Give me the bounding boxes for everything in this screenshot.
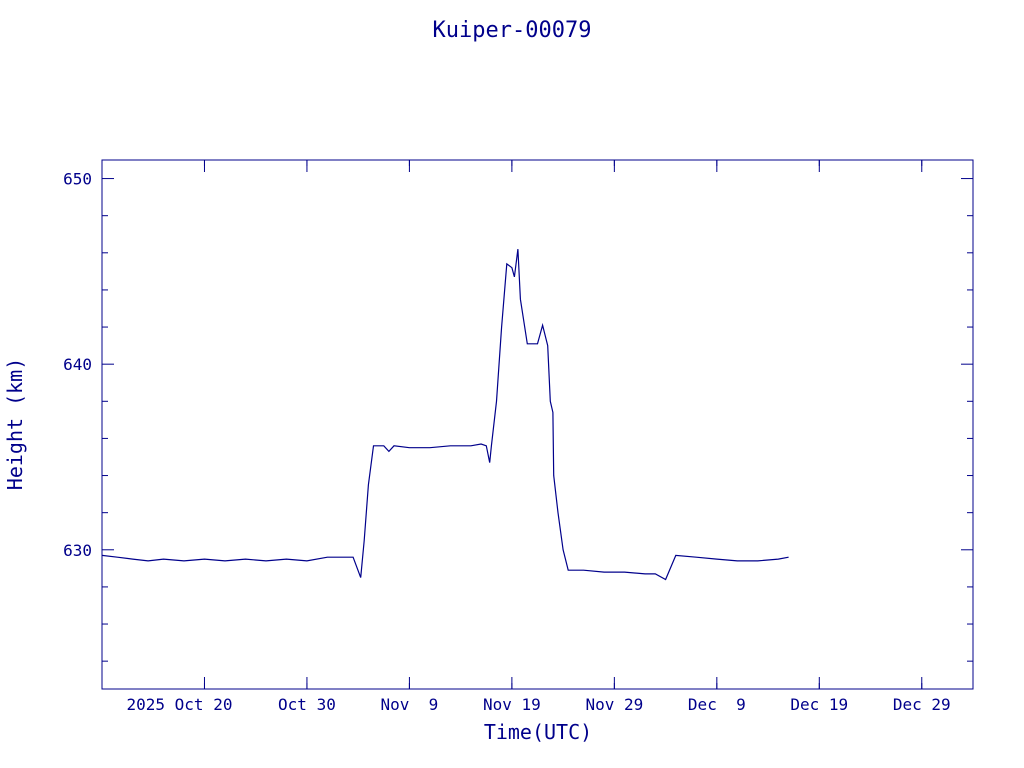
axis-ticks	[102, 160, 973, 689]
x-tick-label: Dec 9	[688, 695, 746, 714]
plot-frame	[101, 159, 974, 690]
x-tick-labels: 2025 Oct 20 Oct 30 Nov 9 Nov 19 Nov 29 Dec 9 D…	[127, 695, 951, 714]
x-tick-label: Dec 19	[790, 695, 848, 714]
y-tick-label: 650	[63, 170, 92, 189]
y-axis-label: Height (km)	[3, 358, 27, 490]
series-line	[101, 249, 789, 581]
x-tick-label: Oct 30	[278, 695, 336, 714]
x-tick-label: Nov 9	[381, 695, 439, 714]
x-tick-label: Nov 29	[585, 695, 643, 714]
x-tick-label: Nov 19	[483, 695, 541, 714]
x-tick-label: 2025 Oct 20	[127, 695, 233, 714]
chart-title: Kuiper-00079	[433, 18, 592, 43]
x-axis-label: Time(UTC)	[484, 720, 592, 744]
y-tick-labels: 630 640 650	[63, 170, 92, 560]
y-tick-label: 630	[63, 541, 92, 560]
x-tick-label: Dec 29	[893, 695, 951, 714]
y-tick-label: 640	[63, 355, 92, 374]
